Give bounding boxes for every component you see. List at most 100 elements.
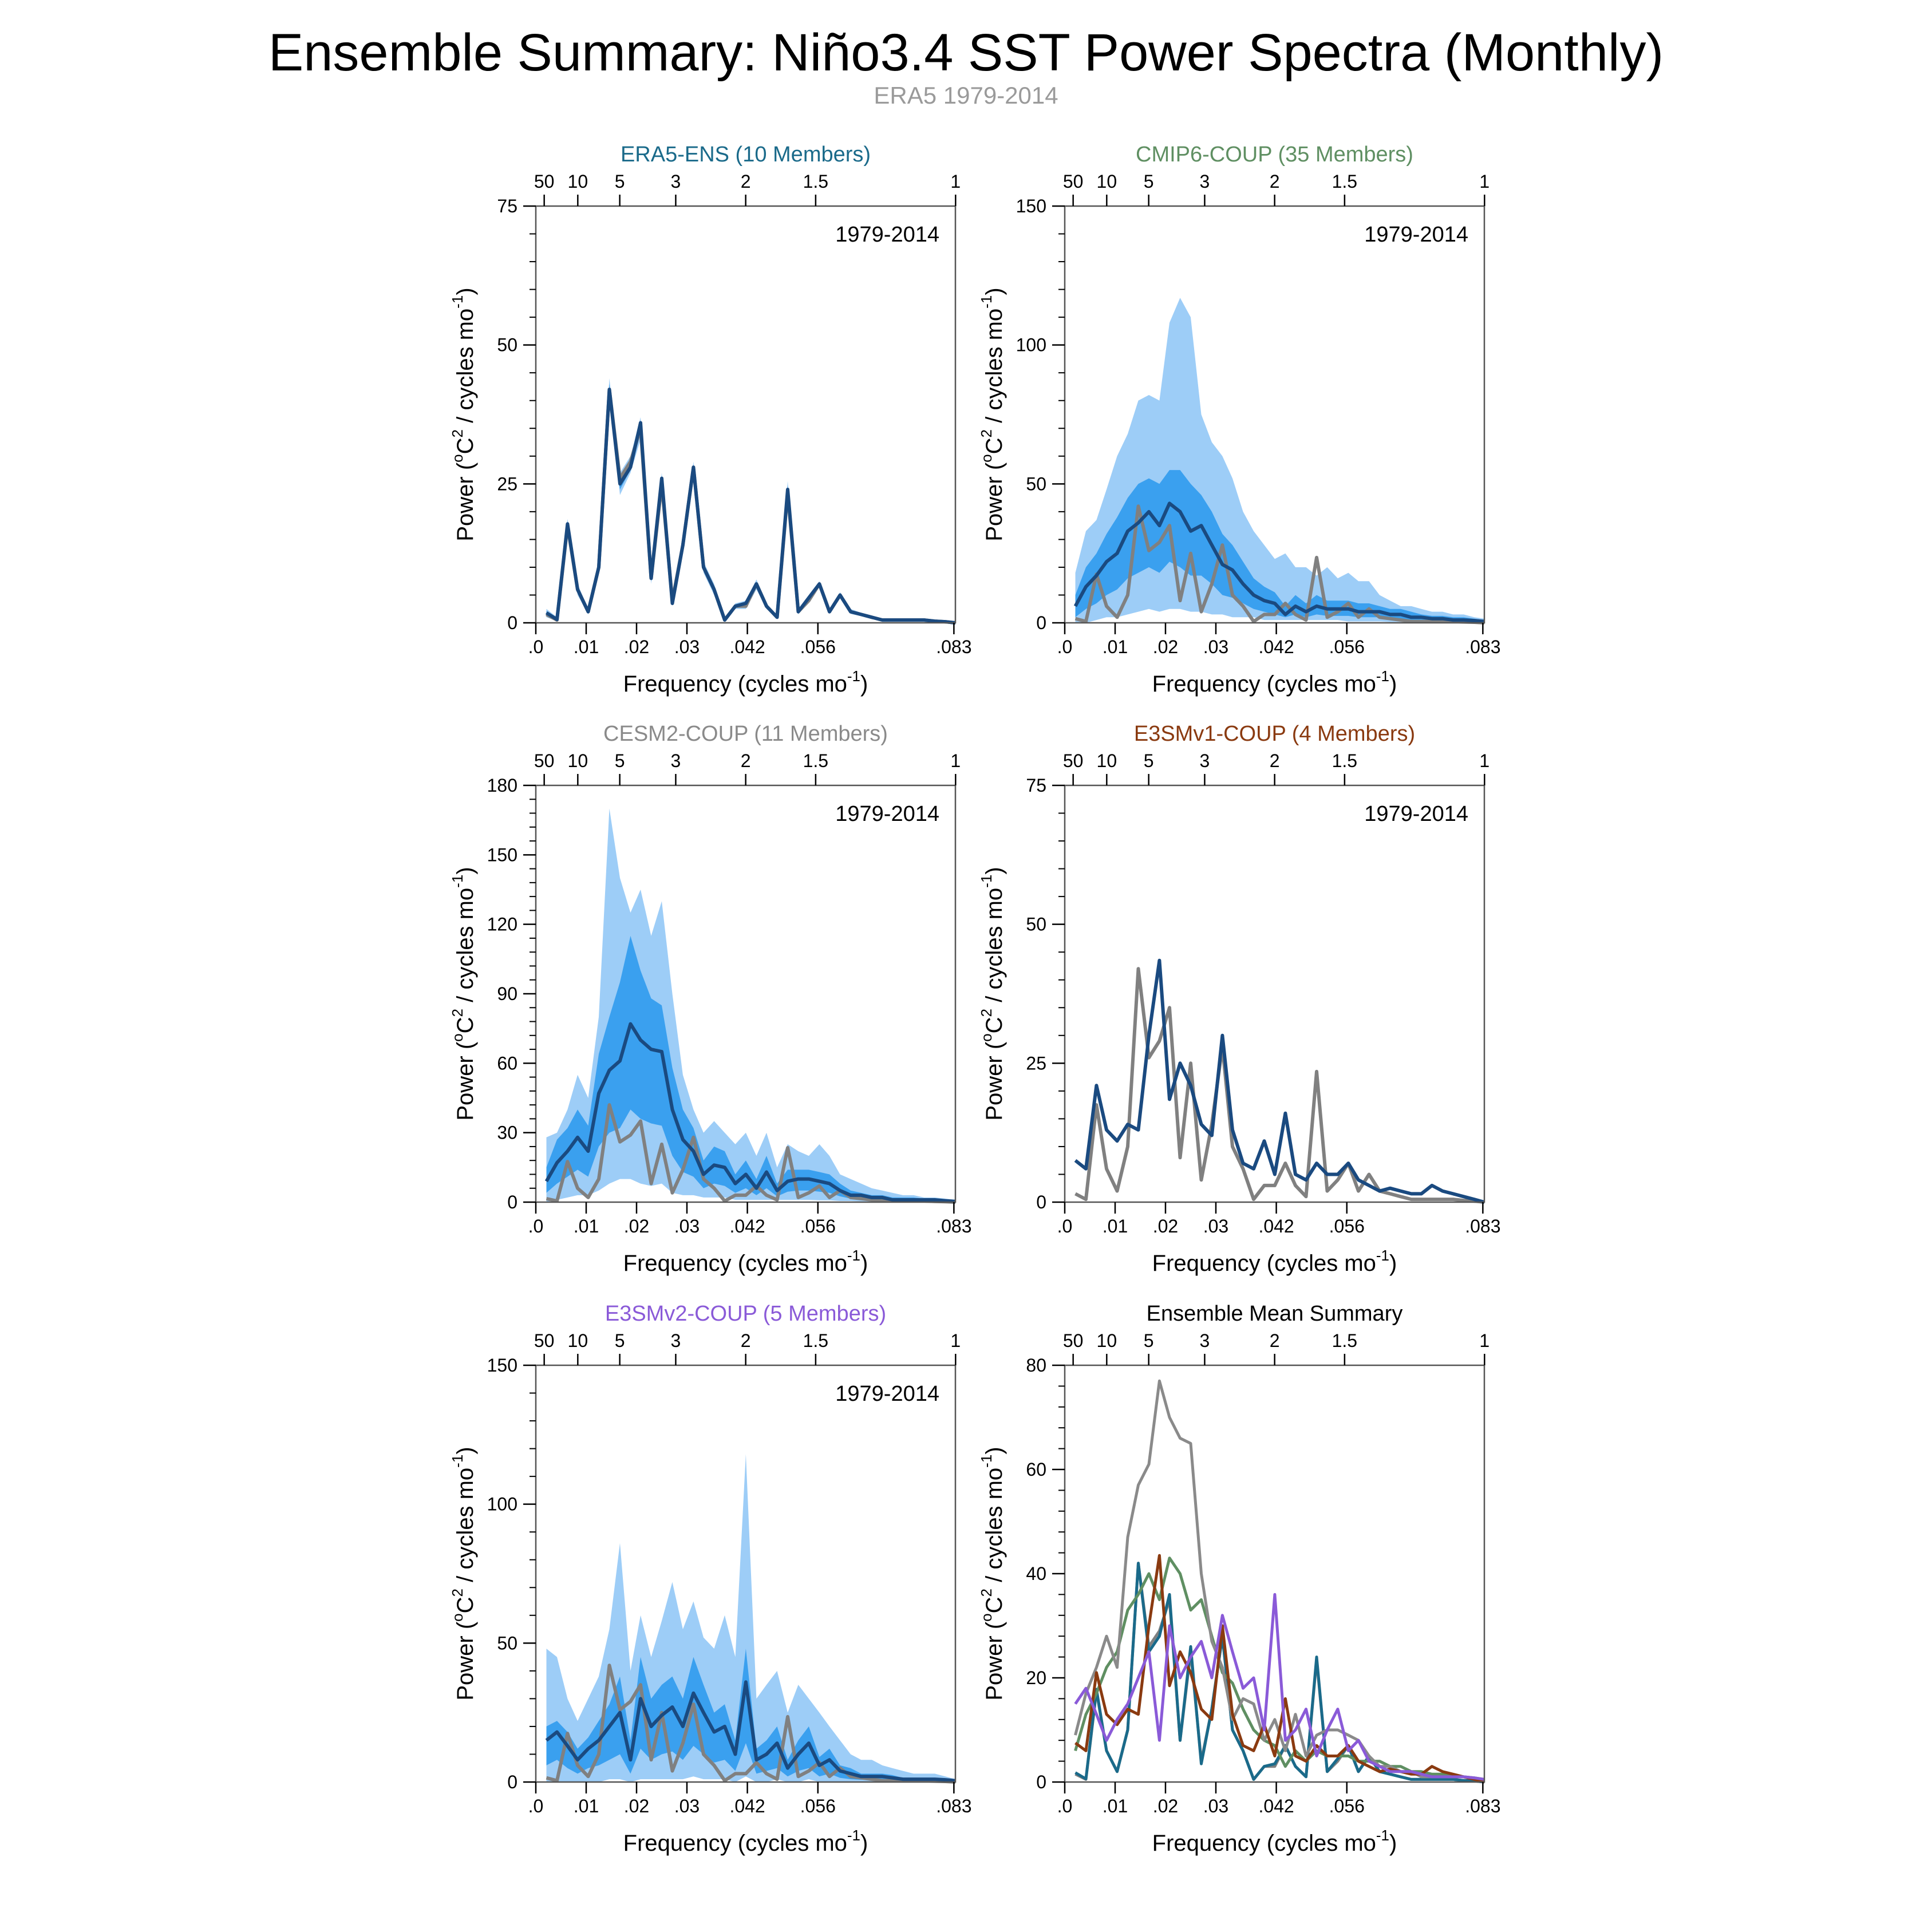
y-tick-label: 75 <box>497 196 517 216</box>
top-tick-label: 10 <box>568 1330 588 1351</box>
panel-title: CESM2-COUP (11 Members) <box>603 722 888 746</box>
x-tick-label: .02 <box>1153 1216 1178 1236</box>
x-tick-label: .01 <box>574 1796 599 1816</box>
y-tick-label: 40 <box>1026 1563 1046 1584</box>
x-axis-label: Frequency (cycles mo-1) <box>1152 1827 1397 1856</box>
top-tick-label: 10 <box>1097 171 1117 192</box>
x-tick-label: .02 <box>624 1216 649 1236</box>
top-tick-label: 2 <box>741 171 751 192</box>
x-tick-label: .042 <box>729 1796 765 1816</box>
x-axis-label-sup: -1 <box>847 1827 860 1844</box>
top-tick-label: 1.5 <box>803 1330 828 1351</box>
x-tick-label: .0 <box>1057 1796 1073 1816</box>
top-tick-label: 3 <box>1200 1330 1210 1351</box>
x-tick-label: .0 <box>1057 637 1073 657</box>
x-tick-label: .083 <box>936 1216 971 1236</box>
y-axis-label-part: -1 <box>978 875 995 888</box>
period-label: 1979-2014 <box>835 223 939 247</box>
y-axis-label-part: 2 <box>978 1589 995 1597</box>
spread-band-inner <box>546 935 955 1202</box>
y-tick-label: 60 <box>497 1053 517 1073</box>
x-axis-label-sup: -1 <box>1376 667 1389 685</box>
x-axis-label: Frequency (cycles mo-1) <box>623 1827 868 1856</box>
y-tick-label: 120 <box>487 914 517 935</box>
x-tick-label: .03 <box>674 1796 700 1816</box>
y-tick-label: 100 <box>487 1494 517 1515</box>
x-tick-label: .01 <box>574 637 599 657</box>
x-tick-label: .056 <box>800 1216 836 1236</box>
x-axis-label-end: ) <box>860 1251 868 1276</box>
series-line-obs <box>1074 967 1485 1204</box>
y-tick-label: 0 <box>1036 613 1046 633</box>
y-axis-label: Power (oC2 / cycles mo-1) <box>449 1447 478 1700</box>
panel-title: E3SMv2-COUP (5 Members) <box>605 1302 886 1326</box>
y-axis-label-part: ) <box>982 1447 1007 1454</box>
panel-title: Ensemble Mean Summary <box>1147 1302 1403 1326</box>
x-axis-label-text: Frequency (cycles mo <box>1152 671 1376 697</box>
top-tick-label: 5 <box>1144 750 1154 771</box>
y-tick-label: 0 <box>507 1192 517 1212</box>
y-axis-label-part: C <box>453 1017 478 1033</box>
series-line-mean <box>1074 958 1485 1204</box>
top-tick-label: 50 <box>1063 750 1084 771</box>
x-axis-label: Frequency (cycles mo-1) <box>1152 1247 1397 1276</box>
y-axis-label-part: 2 <box>449 1009 466 1017</box>
x-tick-label: .03 <box>674 1216 700 1236</box>
x-axis-label-sup: -1 <box>1376 1247 1389 1264</box>
top-tick-label: 5 <box>615 750 625 771</box>
y-tick-label: 25 <box>497 473 517 494</box>
y-tick-label: 0 <box>507 613 517 633</box>
y-axis-label-part: 2 <box>449 429 466 437</box>
x-tick-label: .083 <box>1465 637 1500 657</box>
figure-subtitle: ERA5 1979-2014 <box>874 82 1058 109</box>
y-tick-label: 150 <box>487 1355 517 1376</box>
y-axis-label-part: / cycles mo <box>982 888 1007 1009</box>
series-line-obs <box>546 1103 956 1204</box>
x-tick-label: .083 <box>1465 1216 1500 1236</box>
y-axis-label-part: 2 <box>449 1589 466 1597</box>
x-tick-label: .03 <box>674 637 700 657</box>
y-axis-label-part: C <box>982 1017 1007 1033</box>
y-tick-label: 150 <box>487 844 517 865</box>
y-tick-label: 25 <box>1026 1053 1046 1073</box>
y-tick-label: 30 <box>497 1123 517 1143</box>
top-tick-label: 1 <box>950 1330 961 1351</box>
x-tick-label: .03 <box>1203 637 1228 657</box>
period-label: 1979-2014 <box>1364 802 1468 826</box>
y-axis-label-part: o <box>449 1613 466 1621</box>
x-tick-label: .0 <box>528 1796 544 1816</box>
top-tick-label: 5 <box>615 1330 625 1351</box>
top-tick-label: 1.5 <box>1332 750 1357 771</box>
y-tick-label: 80 <box>1026 1355 1046 1376</box>
x-tick-label: .056 <box>800 1796 836 1816</box>
series-line-mean <box>1073 501 1485 623</box>
top-tick-label: 1.5 <box>803 750 828 771</box>
top-tick-label: 50 <box>1063 171 1084 192</box>
top-tick-label: 2 <box>1270 171 1280 192</box>
top-tick-label: 1.5 <box>1332 1330 1357 1351</box>
y-tick-label: 50 <box>497 335 517 355</box>
top-tick-label: 2 <box>741 750 751 771</box>
x-tick-label: .01 <box>574 1216 599 1236</box>
chart-panel-2: 0 50 100 150 .0 .01 .02 .03 .042 .056 .083 50 10 5 3 2 1… <box>978 143 1501 697</box>
period-label: 1979-2014 <box>835 1382 939 1406</box>
top-tick-label: 3 <box>671 750 681 771</box>
y-axis-label: Power (oC2 / cycles mo-1) <box>978 287 1007 541</box>
top-tick-label: 3 <box>1200 750 1210 771</box>
y-axis-label-part: / cycles mo <box>982 1468 1007 1589</box>
y-tick-label: 50 <box>1026 914 1046 935</box>
x-axis-label-end: ) <box>1389 1831 1397 1856</box>
x-tick-label: .02 <box>1153 1796 1178 1816</box>
y-axis-label: Power (oC2 / cycles mo-1) <box>449 287 478 541</box>
x-tick-label: .042 <box>729 637 765 657</box>
y-axis-label-part: 2 <box>978 1009 995 1017</box>
top-tick-label: 5 <box>1144 171 1154 192</box>
top-tick-label: 10 <box>1097 1330 1117 1351</box>
y-axis-label-part: o <box>978 1033 995 1041</box>
y-tick-label: 0 <box>1036 1192 1046 1212</box>
y-axis-label-part: / cycles mo <box>453 1468 478 1589</box>
series-line-mean <box>544 1022 956 1203</box>
top-tick-label: 1 <box>950 171 961 192</box>
x-tick-label: .0 <box>528 1216 544 1236</box>
